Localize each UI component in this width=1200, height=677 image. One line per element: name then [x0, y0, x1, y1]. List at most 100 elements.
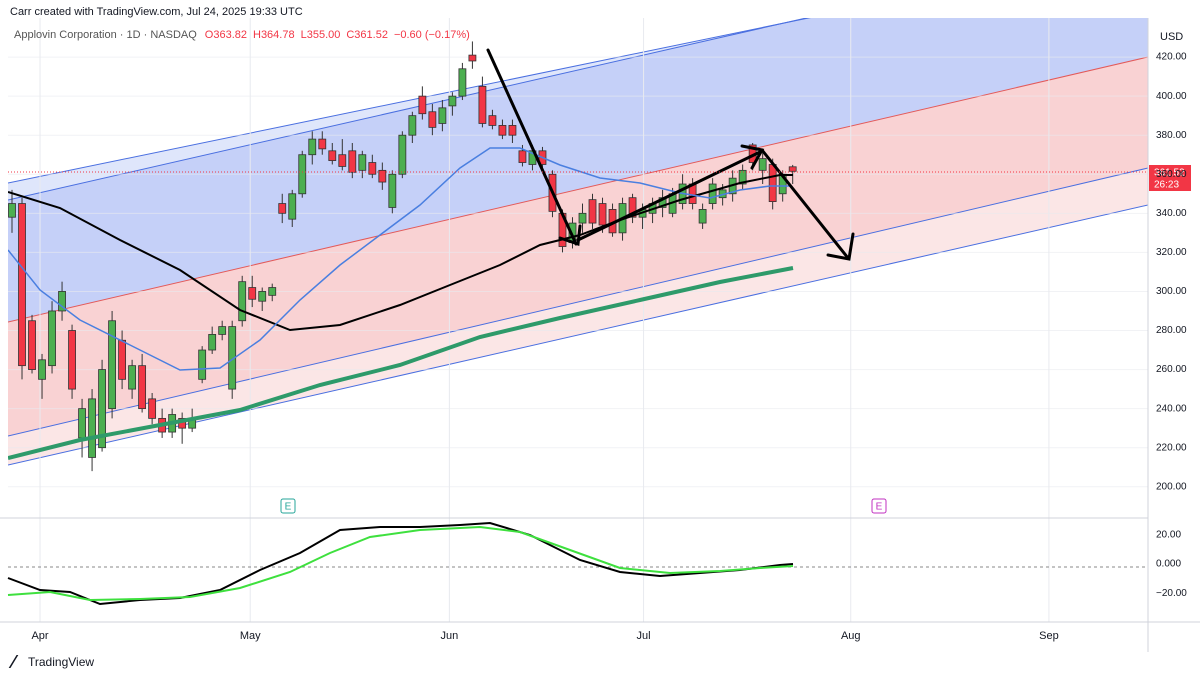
candle-body — [468, 54, 477, 62]
candle-body — [248, 287, 257, 300]
y-tick-label: 280.00 — [1156, 325, 1187, 336]
y-tick-label: 320.00 — [1156, 247, 1187, 258]
x-tick-label: Jul — [637, 630, 651, 642]
candle-body — [338, 154, 347, 167]
arrow — [486, 48, 578, 246]
candle-body — [268, 287, 277, 296]
channel — [8, 18, 1148, 466]
currency: USD — [1160, 31, 1183, 43]
candle-body — [18, 203, 26, 367]
chart-title: Applovin Corporation · 1D · NASDAQ — [14, 29, 197, 41]
candle-body — [128, 365, 137, 390]
candle-body — [398, 134, 407, 175]
y2-tick-label: −20.00 — [1156, 588, 1187, 599]
arrows — [486, 48, 855, 261]
y-tick-label: 240.00 — [1156, 403, 1187, 414]
ma-20 — [8, 147, 790, 371]
candle-body — [578, 212, 587, 224]
legend-value: C361.52 — [346, 29, 388, 41]
candle-body — [758, 158, 767, 171]
candle-body — [348, 150, 357, 173]
y-tick-label: 360.00 — [1156, 169, 1187, 180]
event-marker — [280, 498, 296, 514]
candle-body — [738, 169, 747, 185]
candle-body — [458, 68, 467, 97]
event-label: E — [876, 502, 883, 513]
candle-body — [48, 310, 56, 367]
candle-body — [768, 164, 777, 202]
candle-body — [98, 369, 106, 449]
y2-tick-label: 0.000 — [1156, 559, 1181, 570]
candle-body — [378, 169, 387, 183]
candle-body — [428, 111, 437, 128]
candle-body — [518, 150, 527, 163]
channel-line — [8, 18, 811, 184]
channel-fill — [8, 57, 1148, 436]
candle-body — [708, 183, 717, 204]
legend-value: H364.78 — [253, 29, 295, 41]
candle-body — [318, 138, 327, 150]
y-tick-label: 340.00 — [1156, 208, 1187, 219]
candle-body — [388, 173, 397, 208]
channel-line — [8, 56, 1148, 323]
candle-body — [478, 85, 487, 124]
y-tick-label: 380.00 — [1156, 130, 1187, 141]
ma-50 — [8, 174, 793, 332]
candle-body — [198, 349, 207, 380]
candle-body — [788, 166, 797, 172]
candle-body — [448, 95, 457, 107]
event-label: E — [285, 502, 292, 513]
candle-body — [358, 154, 367, 171]
candle-body — [438, 107, 447, 124]
candle-body — [8, 203, 16, 218]
y-tick-label: 400.00 — [1156, 91, 1187, 102]
candle-body — [58, 291, 66, 312]
candle-body — [288, 193, 297, 220]
y2-tick-label: 20.00 — [1156, 529, 1181, 540]
candle-body — [628, 197, 637, 218]
candle-body — [328, 150, 337, 161]
arrow — [826, 232, 855, 261]
candle-body — [498, 125, 507, 136]
candle-body — [118, 339, 127, 380]
candle-body — [418, 95, 427, 115]
channel-line — [8, 204, 1148, 466]
y-tick-label: 300.00 — [1156, 286, 1187, 297]
candle-body — [68, 330, 76, 390]
last-price: 361.52 — [1154, 168, 1185, 179]
channel-fill — [8, 168, 1148, 465]
candle-body — [148, 398, 157, 419]
candle-body — [88, 398, 96, 458]
ma-200 — [8, 266, 794, 460]
candle-body — [38, 359, 46, 380]
candle-body — [218, 326, 227, 335]
candle-body — [368, 162, 377, 175]
channel-line — [8, 18, 809, 201]
candle-body — [508, 125, 517, 136]
x-tick-label: Jun — [441, 630, 459, 642]
channel-fill — [8, 18, 1148, 322]
candle-body — [108, 320, 116, 410]
candle-body — [208, 334, 217, 351]
channel-line — [8, 167, 1148, 437]
x-tick-label: Sep — [1039, 630, 1059, 642]
arrow — [576, 150, 762, 242]
legend-value: O363.82 — [205, 29, 247, 41]
y-tick-label: 220.00 — [1156, 442, 1187, 453]
candle-body — [258, 291, 267, 302]
candle-body — [308, 138, 317, 156]
candle-body — [238, 281, 247, 322]
candle-body — [78, 408, 86, 439]
legend-value: L355.00 — [301, 29, 341, 41]
countdown: 26:23 — [1154, 180, 1179, 191]
y-tick-label: 420.00 — [1156, 52, 1187, 63]
signal-line — [7, 525, 794, 602]
candle-body — [488, 115, 497, 126]
event-marker — [871, 498, 887, 514]
candle-body — [138, 365, 147, 410]
caption: Carr created with TradingView.com, Jul 2… — [10, 6, 303, 18]
arrow — [558, 224, 582, 247]
y-tick-label: 260.00 — [1156, 364, 1187, 375]
candle-body — [588, 199, 597, 224]
candle-body — [598, 203, 607, 226]
